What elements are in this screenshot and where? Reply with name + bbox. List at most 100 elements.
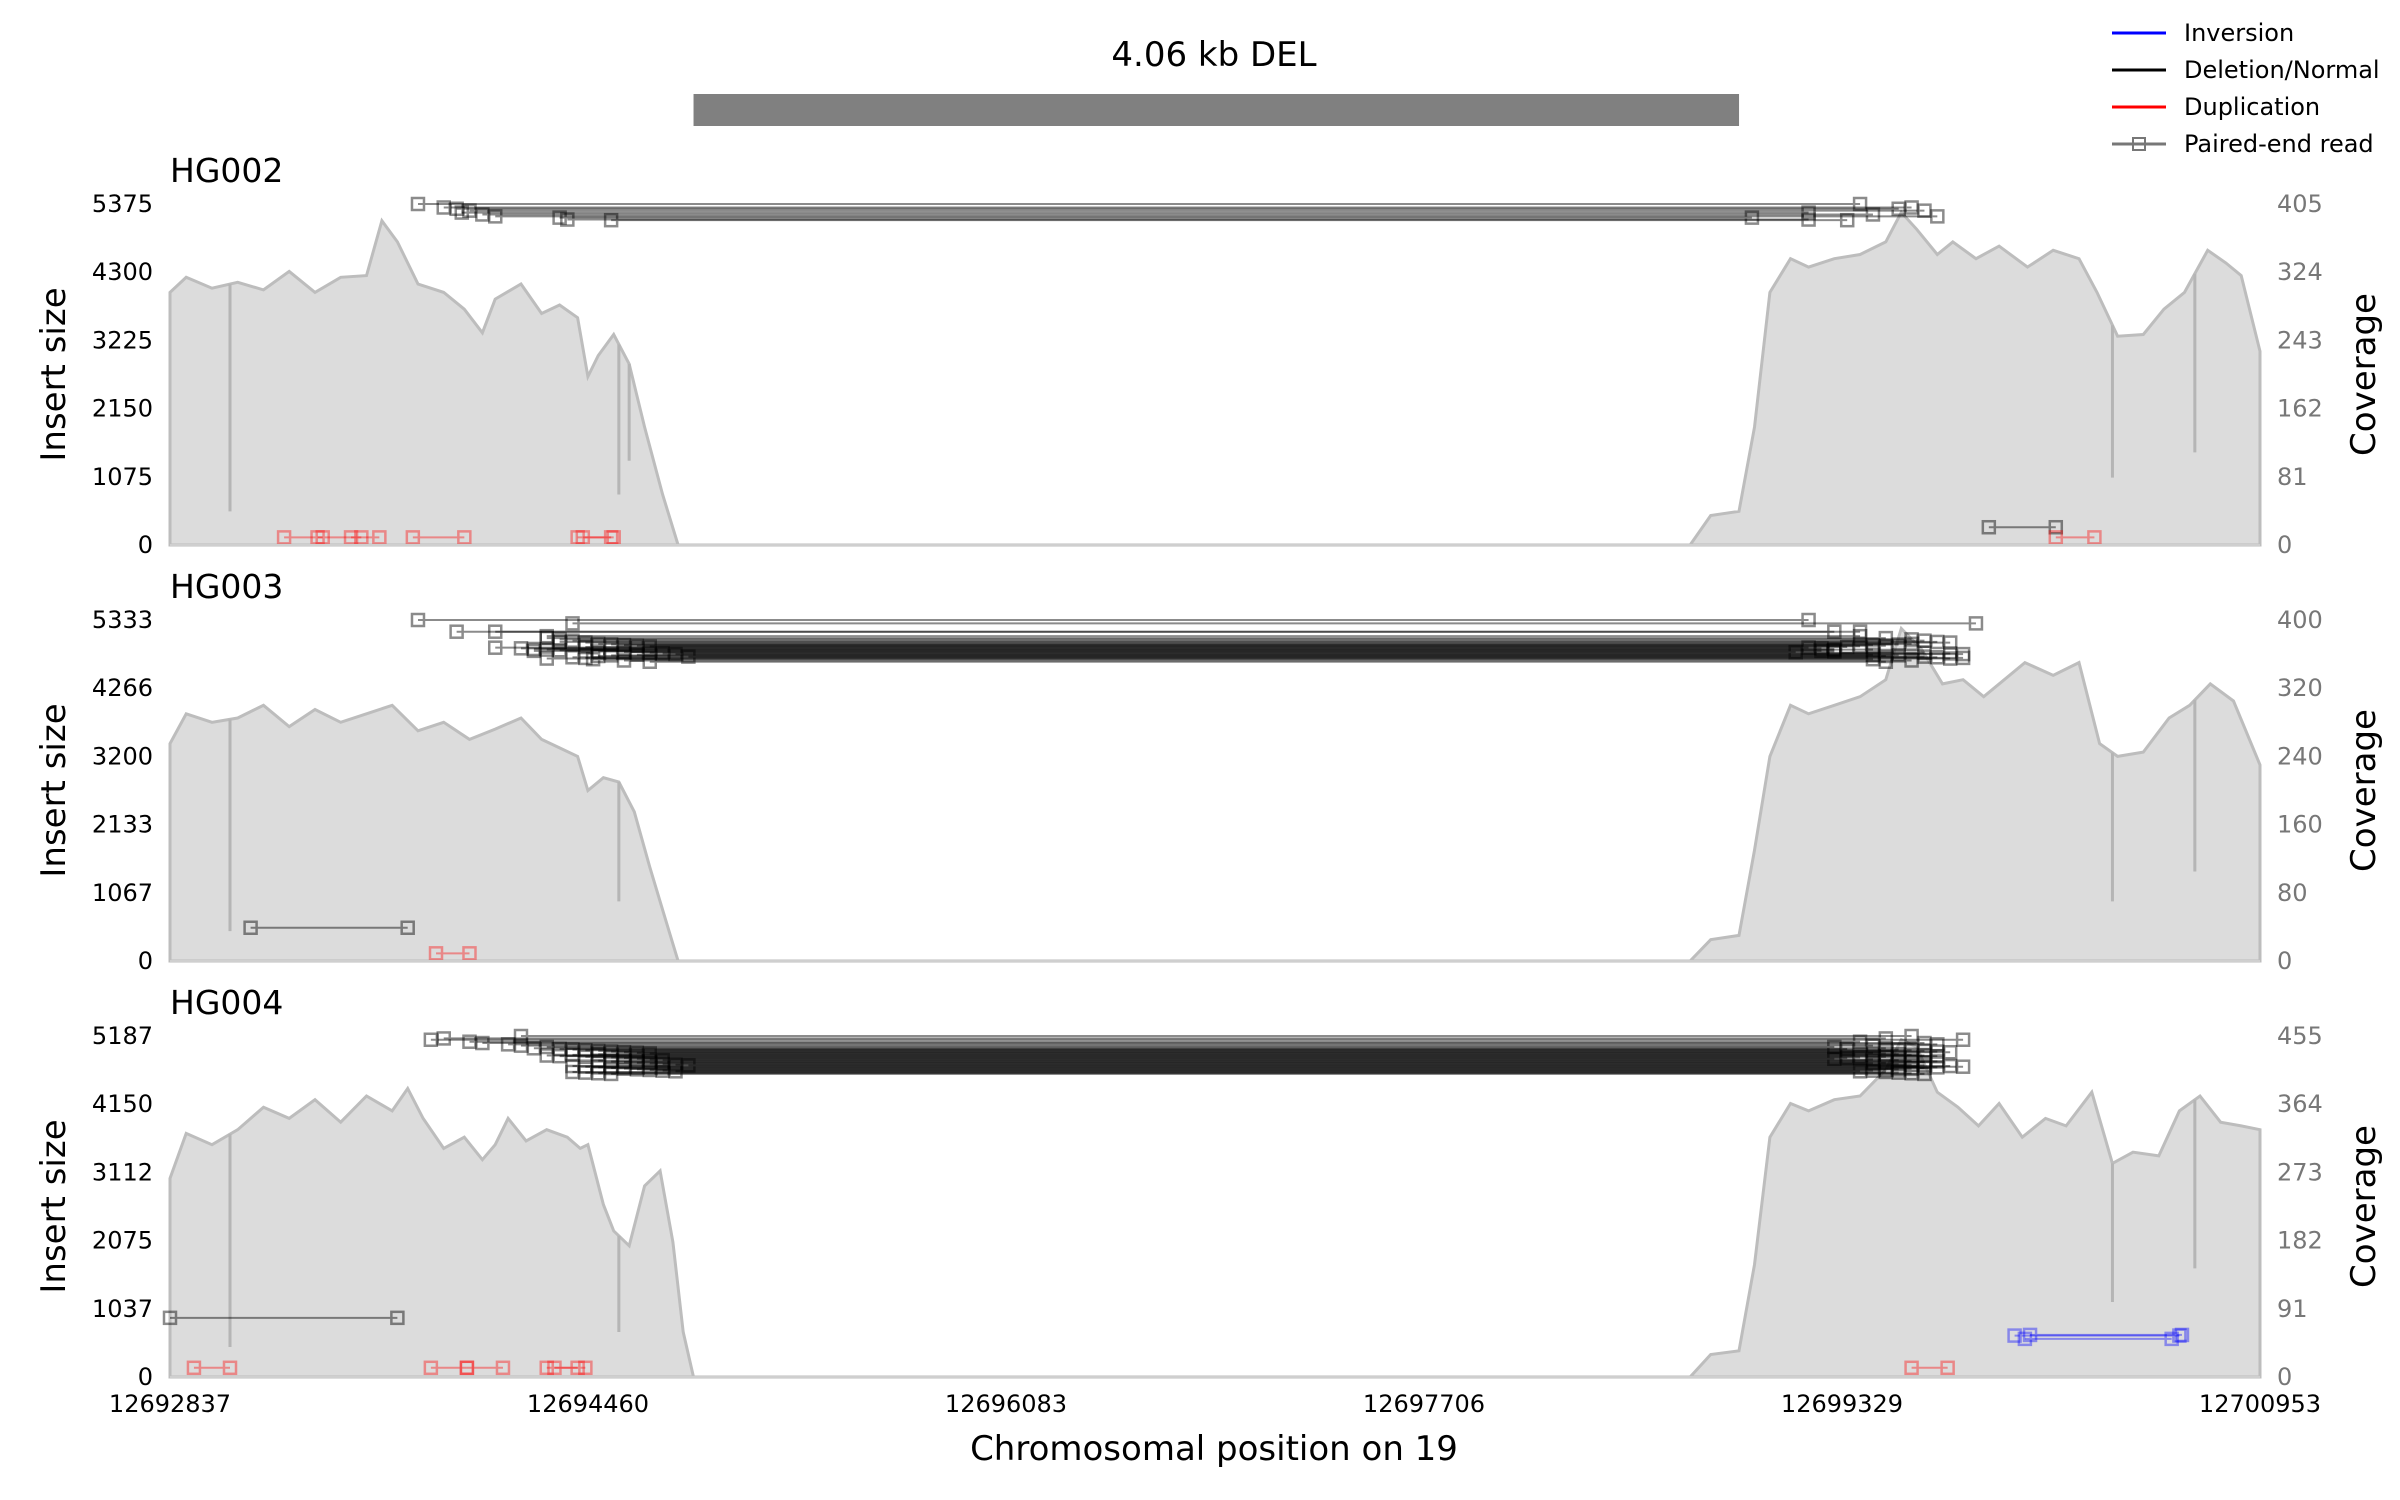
read-marker bbox=[552, 1048, 567, 1064]
read-marker bbox=[2172, 1328, 2187, 1343]
read-pair-dup bbox=[539, 1360, 585, 1376]
read-marker bbox=[1878, 1049, 1894, 1065]
read-pair-dup bbox=[310, 530, 369, 545]
read-marker bbox=[2017, 1331, 2033, 1347]
read-marker bbox=[1981, 519, 1997, 535]
read-pair-dup bbox=[423, 1360, 475, 1376]
x-axis-label: Chromosomal position on 19 bbox=[970, 1429, 1458, 1469]
read-marker bbox=[1865, 1038, 1881, 1053]
read-marker bbox=[1904, 1066, 1919, 1081]
read-marker bbox=[655, 1063, 670, 1078]
x-tick-label: 12696083 bbox=[945, 1390, 1067, 1418]
read-marker bbox=[449, 624, 464, 639]
read-pair-normal bbox=[539, 1039, 1842, 1055]
read-marker bbox=[1917, 1058, 1932, 1073]
read-marker bbox=[1865, 1056, 1881, 1071]
read-pair-normal bbox=[565, 633, 1932, 648]
read-marker bbox=[552, 642, 567, 658]
read-marker bbox=[1904, 636, 1919, 652]
y2-axis-label: Coverage bbox=[2344, 709, 2384, 872]
read-pair-dup bbox=[575, 530, 621, 545]
coverage-area bbox=[168, 625, 2262, 963]
y-tick-label: 3200 bbox=[92, 742, 153, 770]
read-marker bbox=[603, 648, 619, 663]
read-marker bbox=[1852, 1064, 1868, 1079]
read-marker bbox=[1891, 1042, 1906, 1057]
read-pair-normal bbox=[578, 1049, 1894, 1065]
read-pair-normal bbox=[578, 650, 1971, 666]
read-marker bbox=[1904, 1053, 1919, 1069]
read-pair-normal bbox=[513, 641, 1829, 656]
y-tick-label: 2133 bbox=[92, 811, 153, 839]
read-marker bbox=[1930, 650, 1945, 665]
y-tick-label: 1075 bbox=[92, 463, 153, 491]
x-axis: 12692837 12694460 12696083 12697706 12699329… bbox=[109, 1390, 2321, 1418]
read-marker bbox=[1942, 651, 1958, 666]
y2-tick-label: 0 bbox=[2277, 531, 2292, 559]
y2-tick-label: 81 bbox=[2277, 463, 2308, 491]
read-pair-normal bbox=[629, 647, 1881, 662]
read-pair-normal bbox=[629, 1045, 1881, 1061]
panel-hg004: 0 1037 2075 3112 4150 5187 0 91 182 273 364 455 HG00… bbox=[34, 983, 2384, 1391]
read-pair-normal bbox=[642, 654, 1894, 670]
read-pair-normal bbox=[565, 1047, 1919, 1063]
read-marker bbox=[668, 646, 683, 662]
read-pair-normal bbox=[642, 639, 1868, 654]
read-pair-normal bbox=[539, 630, 1894, 646]
read-marker bbox=[655, 1052, 670, 1068]
read-pair-normal bbox=[565, 616, 1984, 631]
read-marker bbox=[459, 1360, 475, 1376]
read-pair-normal bbox=[526, 643, 1829, 659]
read-marker bbox=[616, 637, 632, 653]
read-marker bbox=[590, 648, 606, 664]
read-pair-normal bbox=[560, 212, 1816, 227]
read-marker bbox=[1852, 1034, 1868, 1049]
y2-axis-label: Coverage bbox=[2344, 293, 2384, 456]
read-marker bbox=[1942, 1058, 1958, 1074]
read-marker bbox=[1827, 641, 1842, 657]
read-pair-inv bbox=[2017, 1331, 2179, 1347]
read-marker bbox=[390, 1310, 405, 1326]
read-marker bbox=[343, 530, 359, 545]
y2-tick-label: 405 bbox=[2277, 190, 2323, 218]
read-pair-normal bbox=[603, 637, 1906, 652]
read-pair-normal bbox=[475, 207, 1881, 222]
read-marker bbox=[1904, 1047, 1919, 1063]
y-tick-label: 4300 bbox=[92, 258, 153, 286]
read-pair-normal bbox=[565, 1064, 1894, 1080]
read-pair-normal bbox=[462, 203, 1932, 218]
read-marker bbox=[585, 651, 601, 667]
legend: Inversion Deletion/Normal Duplication Paire… bbox=[2112, 19, 2380, 158]
read-pair-normal bbox=[487, 640, 1816, 655]
read-pair-dup bbox=[186, 1360, 238, 1376]
legend-marker bbox=[2132, 137, 2146, 151]
read-pair-normal bbox=[552, 1041, 1855, 1057]
y-tick-label: 0 bbox=[138, 1363, 153, 1391]
read-pair-normal bbox=[603, 1050, 1868, 1065]
x-tick-label: 12699329 bbox=[1781, 1390, 1903, 1418]
read-pair-normal bbox=[475, 1035, 1932, 1051]
read-marker bbox=[578, 639, 593, 655]
read-marker bbox=[1930, 634, 1945, 650]
read-marker bbox=[1865, 647, 1881, 662]
read-marker bbox=[410, 196, 426, 212]
chart-title: 4.06 kb DEL bbox=[1111, 35, 1316, 75]
read-marker bbox=[565, 1058, 580, 1074]
sv-region-bar bbox=[693, 94, 1740, 126]
read-marker bbox=[565, 1042, 580, 1057]
read-pair-normal bbox=[616, 1044, 1958, 1060]
read-marker bbox=[552, 210, 567, 225]
read-marker bbox=[642, 1046, 658, 1061]
y-tick-label: 0 bbox=[138, 531, 153, 559]
read-marker bbox=[1878, 648, 1894, 664]
read-marker bbox=[578, 1059, 593, 1074]
y-axis-label: Insert size bbox=[34, 287, 74, 461]
y2-tick-label: 455 bbox=[2277, 1022, 2323, 1050]
read-pair-normal bbox=[423, 1032, 1971, 1047]
y2-tick-label: 364 bbox=[2277, 1090, 2323, 1118]
y-tick-label: 5375 bbox=[92, 190, 153, 218]
read-marker bbox=[1852, 196, 1868, 212]
read-pair-normal bbox=[526, 641, 1842, 657]
y2-tick-label: 0 bbox=[2277, 1363, 2292, 1391]
